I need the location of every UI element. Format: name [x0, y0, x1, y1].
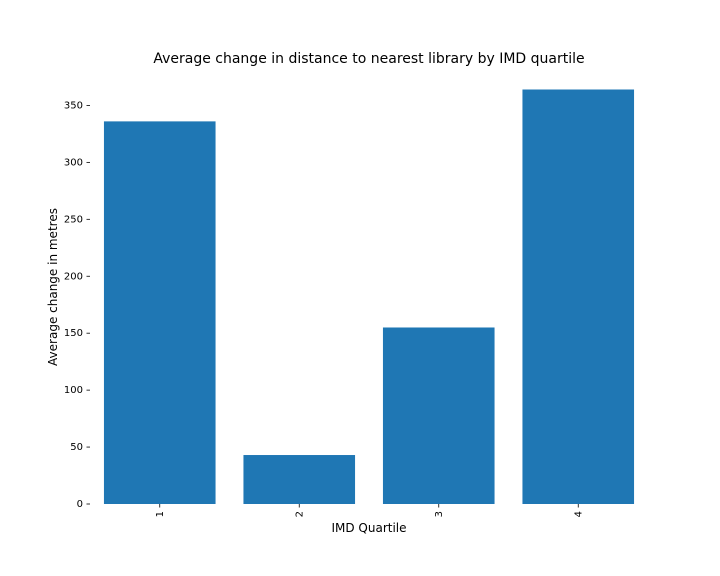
y-tick-label: 100	[64, 385, 83, 396]
bar-quartile-4	[522, 89, 635, 504]
y-tick-label: 350	[64, 100, 83, 111]
y-ticks: 0 50 100 150 200 250 300 350	[64, 100, 90, 510]
bar-quartile-1	[103, 121, 216, 504]
x-tick-label: 3	[434, 511, 445, 517]
bars-layer	[103, 89, 635, 504]
x-tick-label: 4	[573, 511, 584, 517]
y-axis-label: Average change in metres	[46, 208, 60, 366]
x-ticks: 1 2 3 4	[155, 504, 584, 517]
x-tick-label: 1	[155, 511, 166, 517]
y-tick-label: 300	[64, 157, 83, 168]
bar-quartile-3	[382, 327, 495, 504]
chart-title: Average change in distance to nearest li…	[153, 51, 584, 67]
y-tick-label: 200	[64, 271, 83, 282]
x-axis-label: IMD Quartile	[331, 521, 406, 535]
x-tick-label: 2	[294, 511, 305, 517]
bar-quartile-2	[243, 455, 356, 504]
y-tick-label: 0	[77, 499, 83, 510]
y-tick-label: 150	[64, 328, 83, 339]
y-tick-label: 50	[70, 442, 83, 453]
y-tick-label: 250	[64, 214, 83, 225]
